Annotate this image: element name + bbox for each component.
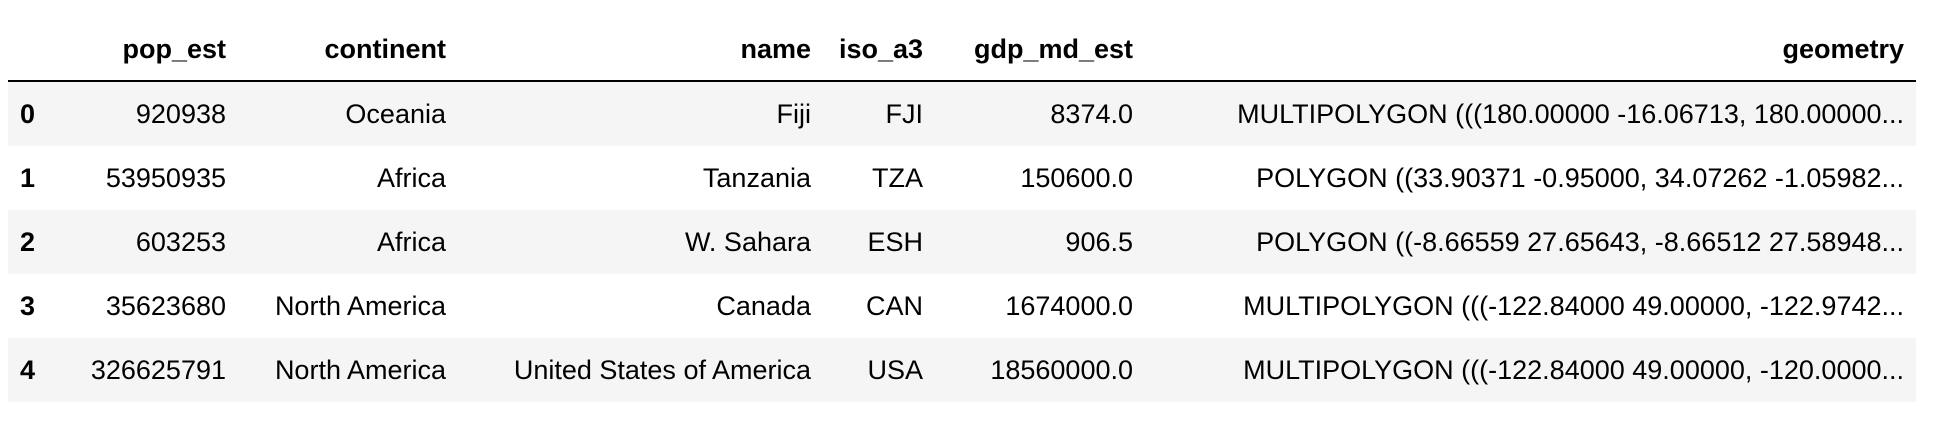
cell-pop-est: 920938	[135, 98, 226, 129]
cell-gdp-md-est: 8374.0	[1050, 98, 1133, 129]
row-index: 1	[20, 162, 36, 193]
cell-iso-a3: FJI	[885, 98, 924, 129]
header-pop-est: pop_est	[66, 18, 238, 82]
cell-geometry: POLYGON ((33.90371 -0.95000, 34.07262 -1…	[1256, 162, 1904, 193]
header-gdp-md-est: gdp_md_est	[935, 18, 1145, 82]
cell-geometry: MULTIPOLYGON (((-122.84000 49.00000, -12…	[1243, 290, 1904, 321]
table-row: 2 603253 Africa W. Sahara ESH 906.5 POLY…	[8, 210, 1916, 274]
cell-continent: North America	[274, 290, 446, 321]
table-body: 0 920938 Oceania Fiji FJI 8374.0 MULTIPO…	[8, 81, 1916, 402]
table-row: 0 920938 Oceania Fiji FJI 8374.0 MULTIPO…	[8, 81, 1916, 146]
cell-name: W. Sahara	[684, 226, 811, 257]
cell-pop-est: 326625791	[90, 354, 226, 385]
row-index: 4	[20, 354, 36, 385]
cell-continent: Africa	[376, 162, 446, 193]
cell-name: Tanzania	[702, 162, 811, 193]
header-continent: continent	[238, 18, 458, 82]
table-row: 1 53950935 Africa Tanzania TZA 150600.0 …	[8, 146, 1916, 210]
dataframe-table: pop_est continent name iso_a3 gdp_md_est…	[8, 18, 1916, 402]
table-row: 4 326625791 North America United States …	[8, 338, 1916, 402]
cell-iso-a3: TZA	[872, 162, 923, 193]
cell-iso-a3: ESH	[867, 226, 923, 257]
header-row: pop_est continent name iso_a3 gdp_md_est…	[8, 18, 1916, 82]
header-geometry: geometry	[1145, 18, 1916, 82]
cell-gdp-md-est: 18560000.0	[990, 354, 1133, 385]
cell-pop-est: 35623680	[105, 290, 226, 321]
cell-continent: Africa	[376, 226, 446, 257]
cell-name: Canada	[716, 290, 811, 321]
row-index: 0	[20, 98, 36, 129]
row-index: 2	[20, 226, 36, 257]
cell-iso-a3: USA	[867, 354, 923, 385]
row-index: 3	[20, 290, 36, 321]
cell-name: United States of America	[513, 354, 811, 385]
cell-geometry: MULTIPOLYGON (((180.00000 -16.06713, 180…	[1237, 98, 1904, 129]
cell-continent: Oceania	[345, 98, 446, 129]
cell-pop-est: 603253	[135, 226, 226, 257]
header-name: name	[458, 18, 823, 82]
cell-iso-a3: CAN	[865, 290, 923, 321]
cell-pop-est: 53950935	[105, 162, 226, 193]
cell-gdp-md-est: 1674000.0	[1005, 290, 1133, 321]
cell-gdp-md-est: 150600.0	[1020, 162, 1133, 193]
cell-continent: North America	[274, 354, 446, 385]
cell-geometry: MULTIPOLYGON (((-122.84000 49.00000, -12…	[1243, 354, 1904, 385]
table-row: 3 35623680 North America Canada CAN 1674…	[8, 274, 1916, 338]
header-iso-a3: iso_a3	[823, 18, 935, 82]
cell-geometry: POLYGON ((-8.66559 27.65643, -8.66512 27…	[1256, 226, 1904, 257]
header-index	[8, 18, 66, 82]
table-header: pop_est continent name iso_a3 gdp_md_est…	[8, 18, 1916, 82]
cell-name: Fiji	[776, 98, 812, 129]
cell-gdp-md-est: 906.5	[1065, 226, 1133, 257]
